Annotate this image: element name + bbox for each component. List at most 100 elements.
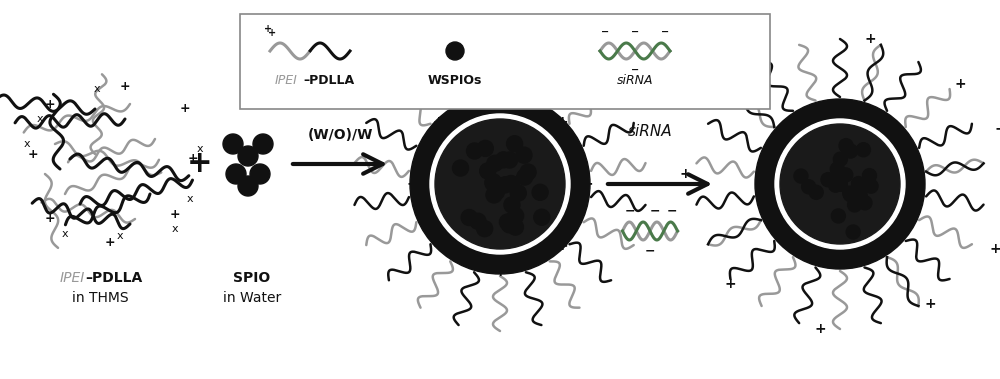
Circle shape: [461, 210, 477, 226]
Text: +: +: [556, 239, 568, 253]
Text: x: x: [24, 139, 30, 149]
Circle shape: [253, 134, 273, 154]
Circle shape: [802, 180, 816, 194]
Text: +: +: [954, 77, 966, 91]
Circle shape: [507, 136, 523, 152]
Text: x: x: [117, 231, 123, 241]
Circle shape: [833, 177, 847, 191]
Circle shape: [846, 225, 860, 239]
Text: x: x: [62, 229, 68, 239]
Circle shape: [477, 140, 493, 157]
Circle shape: [851, 177, 865, 191]
Circle shape: [430, 114, 570, 254]
Text: +: +: [679, 167, 691, 181]
Circle shape: [856, 143, 870, 157]
Circle shape: [532, 184, 548, 200]
Circle shape: [858, 196, 872, 210]
Text: +: +: [432, 239, 444, 253]
Text: +: +: [45, 97, 55, 111]
Circle shape: [504, 197, 520, 213]
Text: x: x: [94, 84, 100, 94]
Text: WSPIOs: WSPIOs: [428, 75, 482, 88]
Circle shape: [510, 185, 526, 201]
Text: x: x: [172, 224, 178, 234]
Circle shape: [755, 99, 925, 269]
Text: +: +: [407, 177, 418, 191]
Circle shape: [843, 186, 857, 200]
Text: x: x: [197, 144, 203, 154]
Text: +: +: [180, 102, 190, 116]
Circle shape: [508, 208, 524, 224]
Circle shape: [410, 94, 590, 274]
Circle shape: [831, 177, 845, 191]
Text: −: −: [667, 205, 677, 218]
Circle shape: [844, 144, 858, 158]
Text: +: +: [994, 122, 1000, 136]
Text: +: +: [187, 149, 213, 179]
Circle shape: [499, 214, 515, 230]
Text: +: +: [170, 207, 180, 221]
Circle shape: [486, 187, 502, 203]
Text: +: +: [120, 80, 130, 92]
Text: (W/O)/W: (W/O)/W: [307, 128, 373, 142]
Circle shape: [853, 189, 867, 203]
Text: +: +: [494, 265, 506, 279]
Circle shape: [839, 168, 853, 182]
Text: +: +: [556, 115, 568, 129]
Circle shape: [517, 169, 533, 185]
Circle shape: [833, 177, 847, 191]
Text: –PDLLA: –PDLLA: [303, 75, 354, 88]
Text: −: −: [645, 244, 655, 257]
Text: +: +: [864, 32, 876, 46]
Circle shape: [238, 176, 258, 196]
Circle shape: [497, 177, 513, 193]
Text: −: −: [601, 27, 609, 37]
Circle shape: [809, 185, 823, 199]
Circle shape: [780, 124, 900, 244]
Text: −: −: [650, 205, 660, 218]
Circle shape: [829, 178, 843, 192]
Circle shape: [839, 139, 853, 153]
Circle shape: [775, 119, 905, 249]
Circle shape: [487, 155, 503, 171]
Circle shape: [516, 147, 532, 163]
Circle shape: [480, 163, 496, 179]
Text: SPIO: SPIO: [233, 271, 271, 285]
Circle shape: [250, 164, 270, 184]
Circle shape: [501, 217, 517, 233]
Circle shape: [520, 164, 536, 180]
Circle shape: [453, 160, 469, 176]
Circle shape: [495, 152, 511, 168]
Circle shape: [507, 219, 523, 235]
Text: IPEI: IPEI: [275, 75, 298, 88]
Circle shape: [467, 143, 483, 159]
Text: IPEI: IPEI: [60, 271, 85, 285]
Text: −: −: [631, 65, 639, 75]
Text: −: −: [631, 27, 639, 37]
Circle shape: [503, 175, 519, 191]
Circle shape: [485, 174, 501, 190]
Text: in Water: in Water: [223, 291, 281, 305]
Circle shape: [226, 164, 246, 184]
Text: –PDLLA: –PDLLA: [85, 271, 142, 285]
Text: +: +: [268, 28, 276, 38]
Text: −: −: [625, 205, 635, 218]
Text: +: +: [105, 235, 115, 249]
Circle shape: [821, 173, 835, 187]
Circle shape: [238, 146, 258, 166]
Circle shape: [502, 152, 518, 168]
Circle shape: [477, 221, 493, 236]
Circle shape: [844, 188, 858, 202]
Text: in THMS: in THMS: [72, 291, 128, 305]
Text: +: +: [264, 24, 272, 34]
Circle shape: [470, 213, 486, 229]
FancyBboxPatch shape: [240, 14, 770, 109]
Text: +: +: [188, 152, 198, 166]
Text: −: −: [661, 27, 669, 37]
Text: +: +: [28, 147, 38, 160]
Text: +: +: [432, 115, 444, 129]
Text: siRNA: siRNA: [628, 124, 672, 138]
Text: x: x: [187, 194, 193, 204]
Circle shape: [830, 162, 844, 176]
Circle shape: [864, 179, 878, 193]
